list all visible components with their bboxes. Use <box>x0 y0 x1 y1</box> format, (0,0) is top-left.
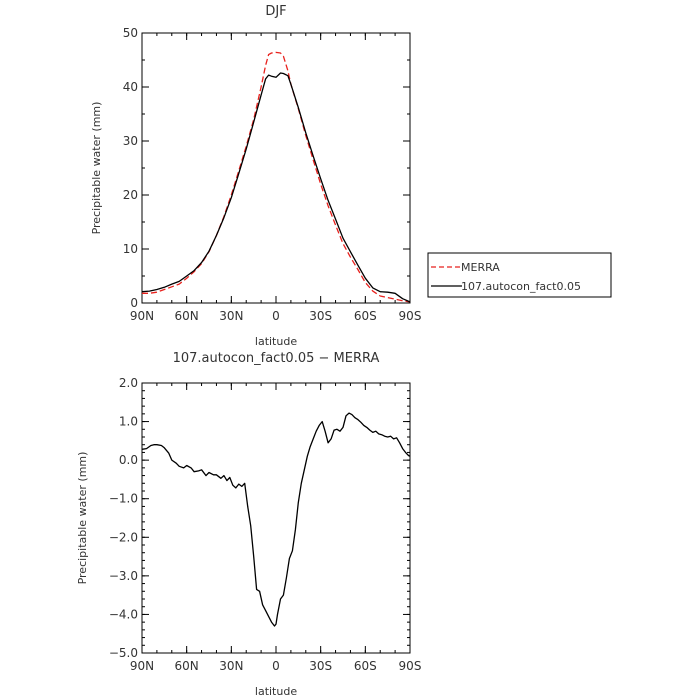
top-series-line-0 <box>142 51 411 303</box>
top-x-tick-label: 90S <box>399 309 422 323</box>
legend: MERRA 107.autocon_fact0.05 <box>427 252 612 298</box>
bottom-x-tick-label: 60N <box>175 659 199 673</box>
top-x-tick-label: 60S <box>354 309 377 323</box>
bottom-y-tick-label: 2.0 <box>119 376 138 390</box>
bottom-chart-title: 107.autocon_fact0.05 − MERRA <box>173 351 380 366</box>
bottom-y-axis-label: Precipitable water (mm) <box>76 452 89 585</box>
bottom-x-tick-label: 30N <box>219 659 243 673</box>
bottom-x-ticks: 90N 60N 30N 0 30S 60S 90S <box>130 383 422 673</box>
top-x-tick-label: 90N <box>130 309 154 323</box>
top-x-tick-label: 60N <box>175 309 199 323</box>
bottom-x-tick-label: 60S <box>354 659 377 673</box>
top-plot-frame <box>141 32 411 304</box>
bottom-y-tick-label: −3.0 <box>109 569 138 583</box>
top-y-tick-label: 0 <box>130 296 138 310</box>
top-panel: DJF 0 10 20 30 40 50 90N 60N 30N 0 30S 60S 90S lati… <box>90 4 421 348</box>
bottom-x-tick-label: 90S <box>399 659 422 673</box>
bottom-y-ticks: 2.0 1.0 0.0 −1.0 −2.0 −3.0 −4.0 −5.0 <box>109 376 410 660</box>
top-y-ticks: 0 10 20 30 40 50 <box>123 26 410 310</box>
top-y-tick-label: 20 <box>123 188 138 202</box>
bottom-x-axis-label: latitude <box>255 685 297 698</box>
bottom-y-tick-label: −2.0 <box>109 530 138 544</box>
top-x-tick-label: 30N <box>219 309 243 323</box>
bottom-x-tick-label: 90N <box>130 659 154 673</box>
legend-box <box>427 252 612 298</box>
bottom-y-tick-label: −5.0 <box>109 646 138 660</box>
bottom-y-tick-label: 0.0 <box>119 453 138 467</box>
top-y-tick-label: 10 <box>123 242 138 256</box>
bottom-series-line-0 <box>141 412 411 627</box>
bottom-y-tick-label: −1.0 <box>109 492 138 506</box>
bottom-y-tick-label: 1.0 <box>119 415 138 429</box>
bottom-x-tick-label: 0 <box>272 659 280 673</box>
top-x-tick-label: 0 <box>272 309 280 323</box>
top-x-tick-label: 30S <box>309 309 332 323</box>
bottom-y-tick-label: −4.0 <box>109 607 138 621</box>
top-y-axis-label: Precipitable water (mm) <box>90 102 103 235</box>
legend-label-merra: MERRA <box>461 261 500 274</box>
bottom-x-tick-label: 30S <box>309 659 332 673</box>
top-x-axis-label: latitude <box>255 335 297 348</box>
top-y-tick-label: 50 <box>123 26 138 40</box>
top-series-line-1 <box>141 72 411 303</box>
top-chart-title: DJF <box>265 4 286 19</box>
bottom-series-lines <box>141 412 411 627</box>
legend-label-model: 107.autocon_fact0.05 <box>461 280 581 293</box>
top-y-tick-label: 30 <box>123 134 138 148</box>
top-y-tick-label: 40 <box>123 80 138 94</box>
bottom-panel: 107.autocon_fact0.05 − MERRA 2.0 1.0 0.0 −1… <box>76 351 421 698</box>
top-series-lines <box>141 51 411 303</box>
bottom-plot-frame <box>141 382 411 654</box>
top-x-ticks: 90N 60N 30N 0 30S 60S 90S <box>130 33 422 323</box>
